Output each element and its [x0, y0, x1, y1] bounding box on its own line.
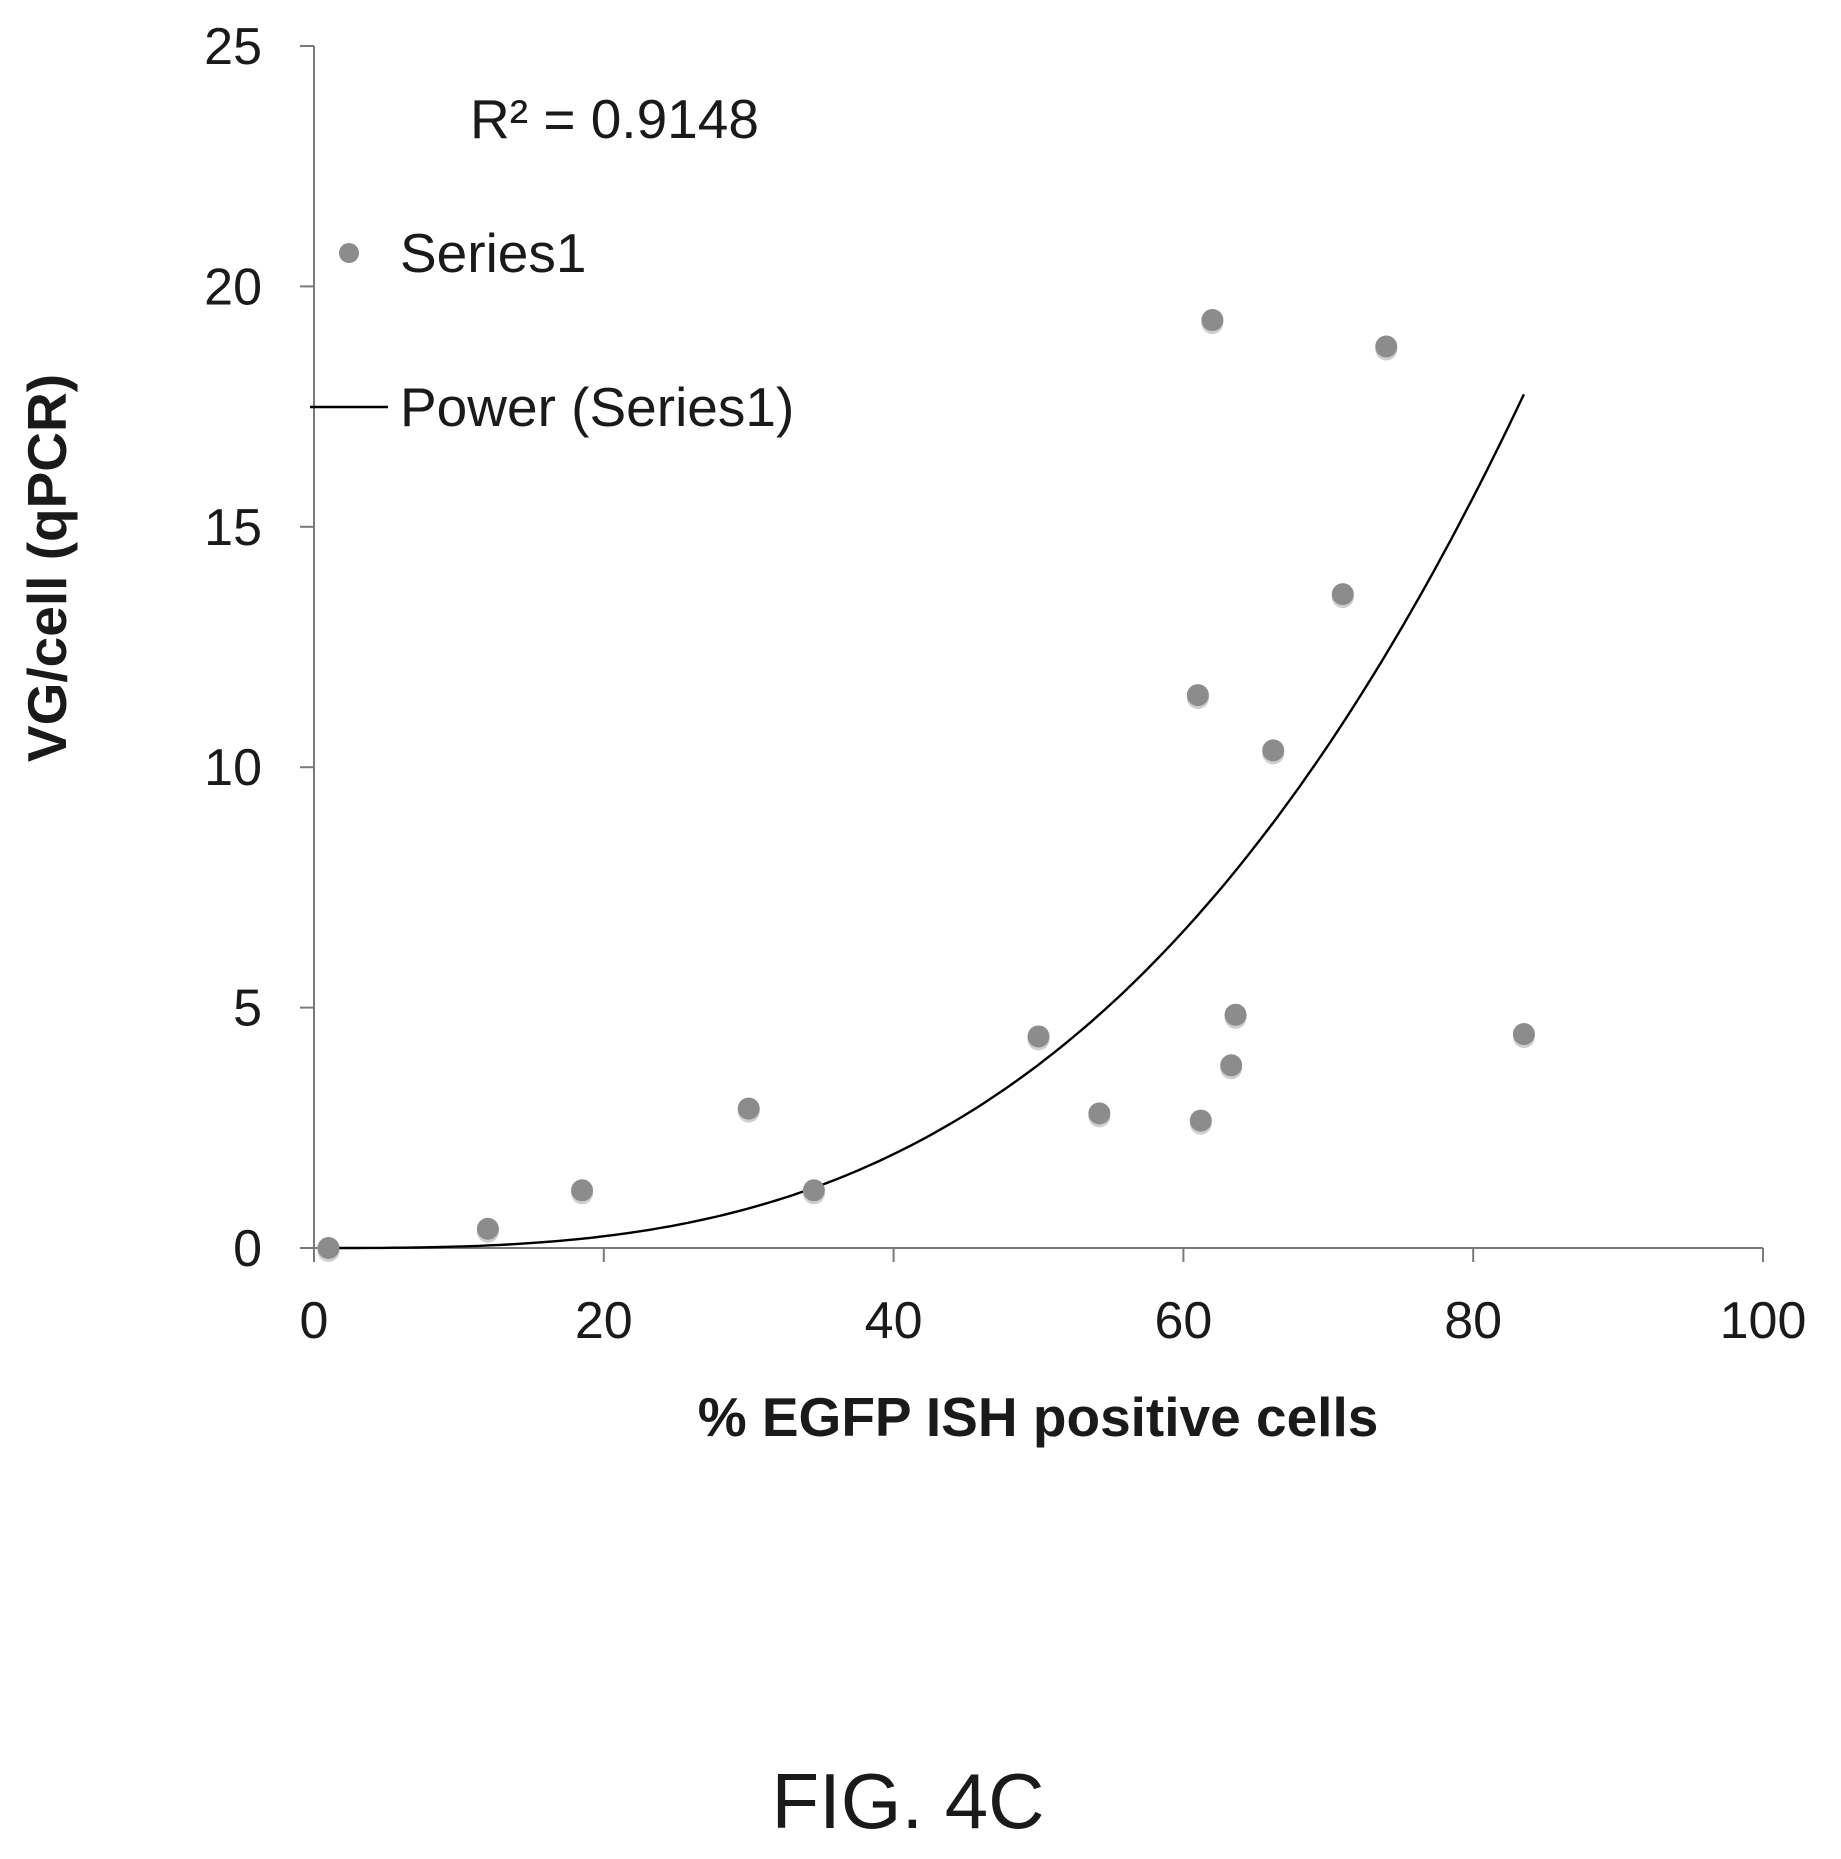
data-point: [1186, 684, 1209, 707]
data-point: [1220, 1054, 1243, 1077]
power-trendline: [328, 393, 1525, 1250]
data-point: [1331, 583, 1354, 606]
data-point: [571, 1179, 594, 1202]
data-point: [1512, 1023, 1535, 1046]
data-point: [317, 1237, 340, 1259]
scatter-points: [317, 309, 1535, 1262]
y-tick-label: 25: [204, 18, 262, 76]
data-point: [1262, 739, 1285, 762]
figure-caption: FIG. 4C: [771, 1757, 1044, 1845]
x-tick-label: 40: [865, 1292, 923, 1350]
y-axis-title: VG/cell (qPCR): [16, 374, 78, 762]
data-point: [737, 1097, 760, 1120]
x-tick-label: 20: [575, 1292, 633, 1350]
data-point: [802, 1179, 825, 1202]
x-tick-label: 80: [1444, 1292, 1502, 1350]
data-point: [1088, 1102, 1111, 1125]
y-tick-label: 20: [204, 258, 262, 316]
data-point: [1189, 1109, 1212, 1132]
data-point: [476, 1217, 499, 1240]
legend-label-trendline: Power (Series1): [400, 376, 794, 438]
x-tick-label: 60: [1154, 1292, 1212, 1350]
legend-label-series1: Series1: [400, 222, 586, 284]
y-tick-label: 10: [204, 739, 262, 797]
axes: [313, 46, 1763, 1249]
data-point: [1201, 309, 1224, 332]
tick-labels: 0 5 10 15 20 25 0 20 40 60 80 100: [204, 18, 1806, 1350]
data-point: [1027, 1025, 1050, 1048]
x-axis-title: % EGFP ISH positive cells: [698, 1386, 1379, 1448]
tick-marks: [300, 45, 1764, 1262]
x-tick-label: 0: [300, 1292, 329, 1350]
y-tick-label: 15: [204, 499, 262, 557]
legend-marker-series1: [339, 243, 359, 263]
legend: Series1 Power (Series1): [310, 222, 794, 438]
data-point: [1224, 1003, 1247, 1026]
x-tick-label: 100: [1720, 1292, 1807, 1350]
y-tick-label: 5: [233, 980, 262, 1038]
y-tick-label: 0: [233, 1220, 262, 1278]
data-point: [1375, 335, 1398, 358]
r-squared-annotation: R² = 0.9148: [470, 88, 759, 150]
